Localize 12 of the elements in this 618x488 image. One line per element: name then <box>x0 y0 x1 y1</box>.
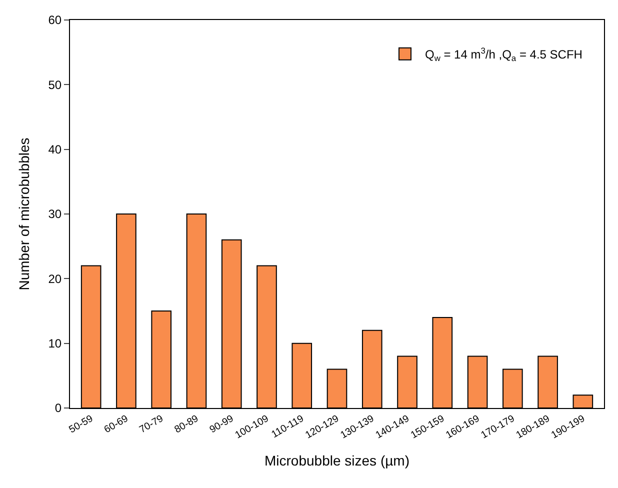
y-axis-title: Number of microbubbles <box>16 138 32 290</box>
y-tick-label: 60 <box>48 13 62 28</box>
x-tick-label: 60-69 <box>102 413 131 436</box>
y-tick-label: 30 <box>48 207 62 222</box>
y-tick-label: 20 <box>48 272 62 286</box>
y-tick-label: 0 <box>54 401 62 416</box>
y-tick-label: 50 <box>48 78 62 92</box>
x-axis-title: Microbubble sizes (µm) <box>264 452 410 469</box>
legend-label: Q$_{w}$ = 14 m$^{3}$/h ,Q$_{a}$ = 4.5 SCFH <box>424 46 582 64</box>
y-tick-label: 10 <box>48 336 62 351</box>
x-tick-label: 70-79 <box>138 413 166 436</box>
y-tick-label: 40 <box>48 142 62 157</box>
